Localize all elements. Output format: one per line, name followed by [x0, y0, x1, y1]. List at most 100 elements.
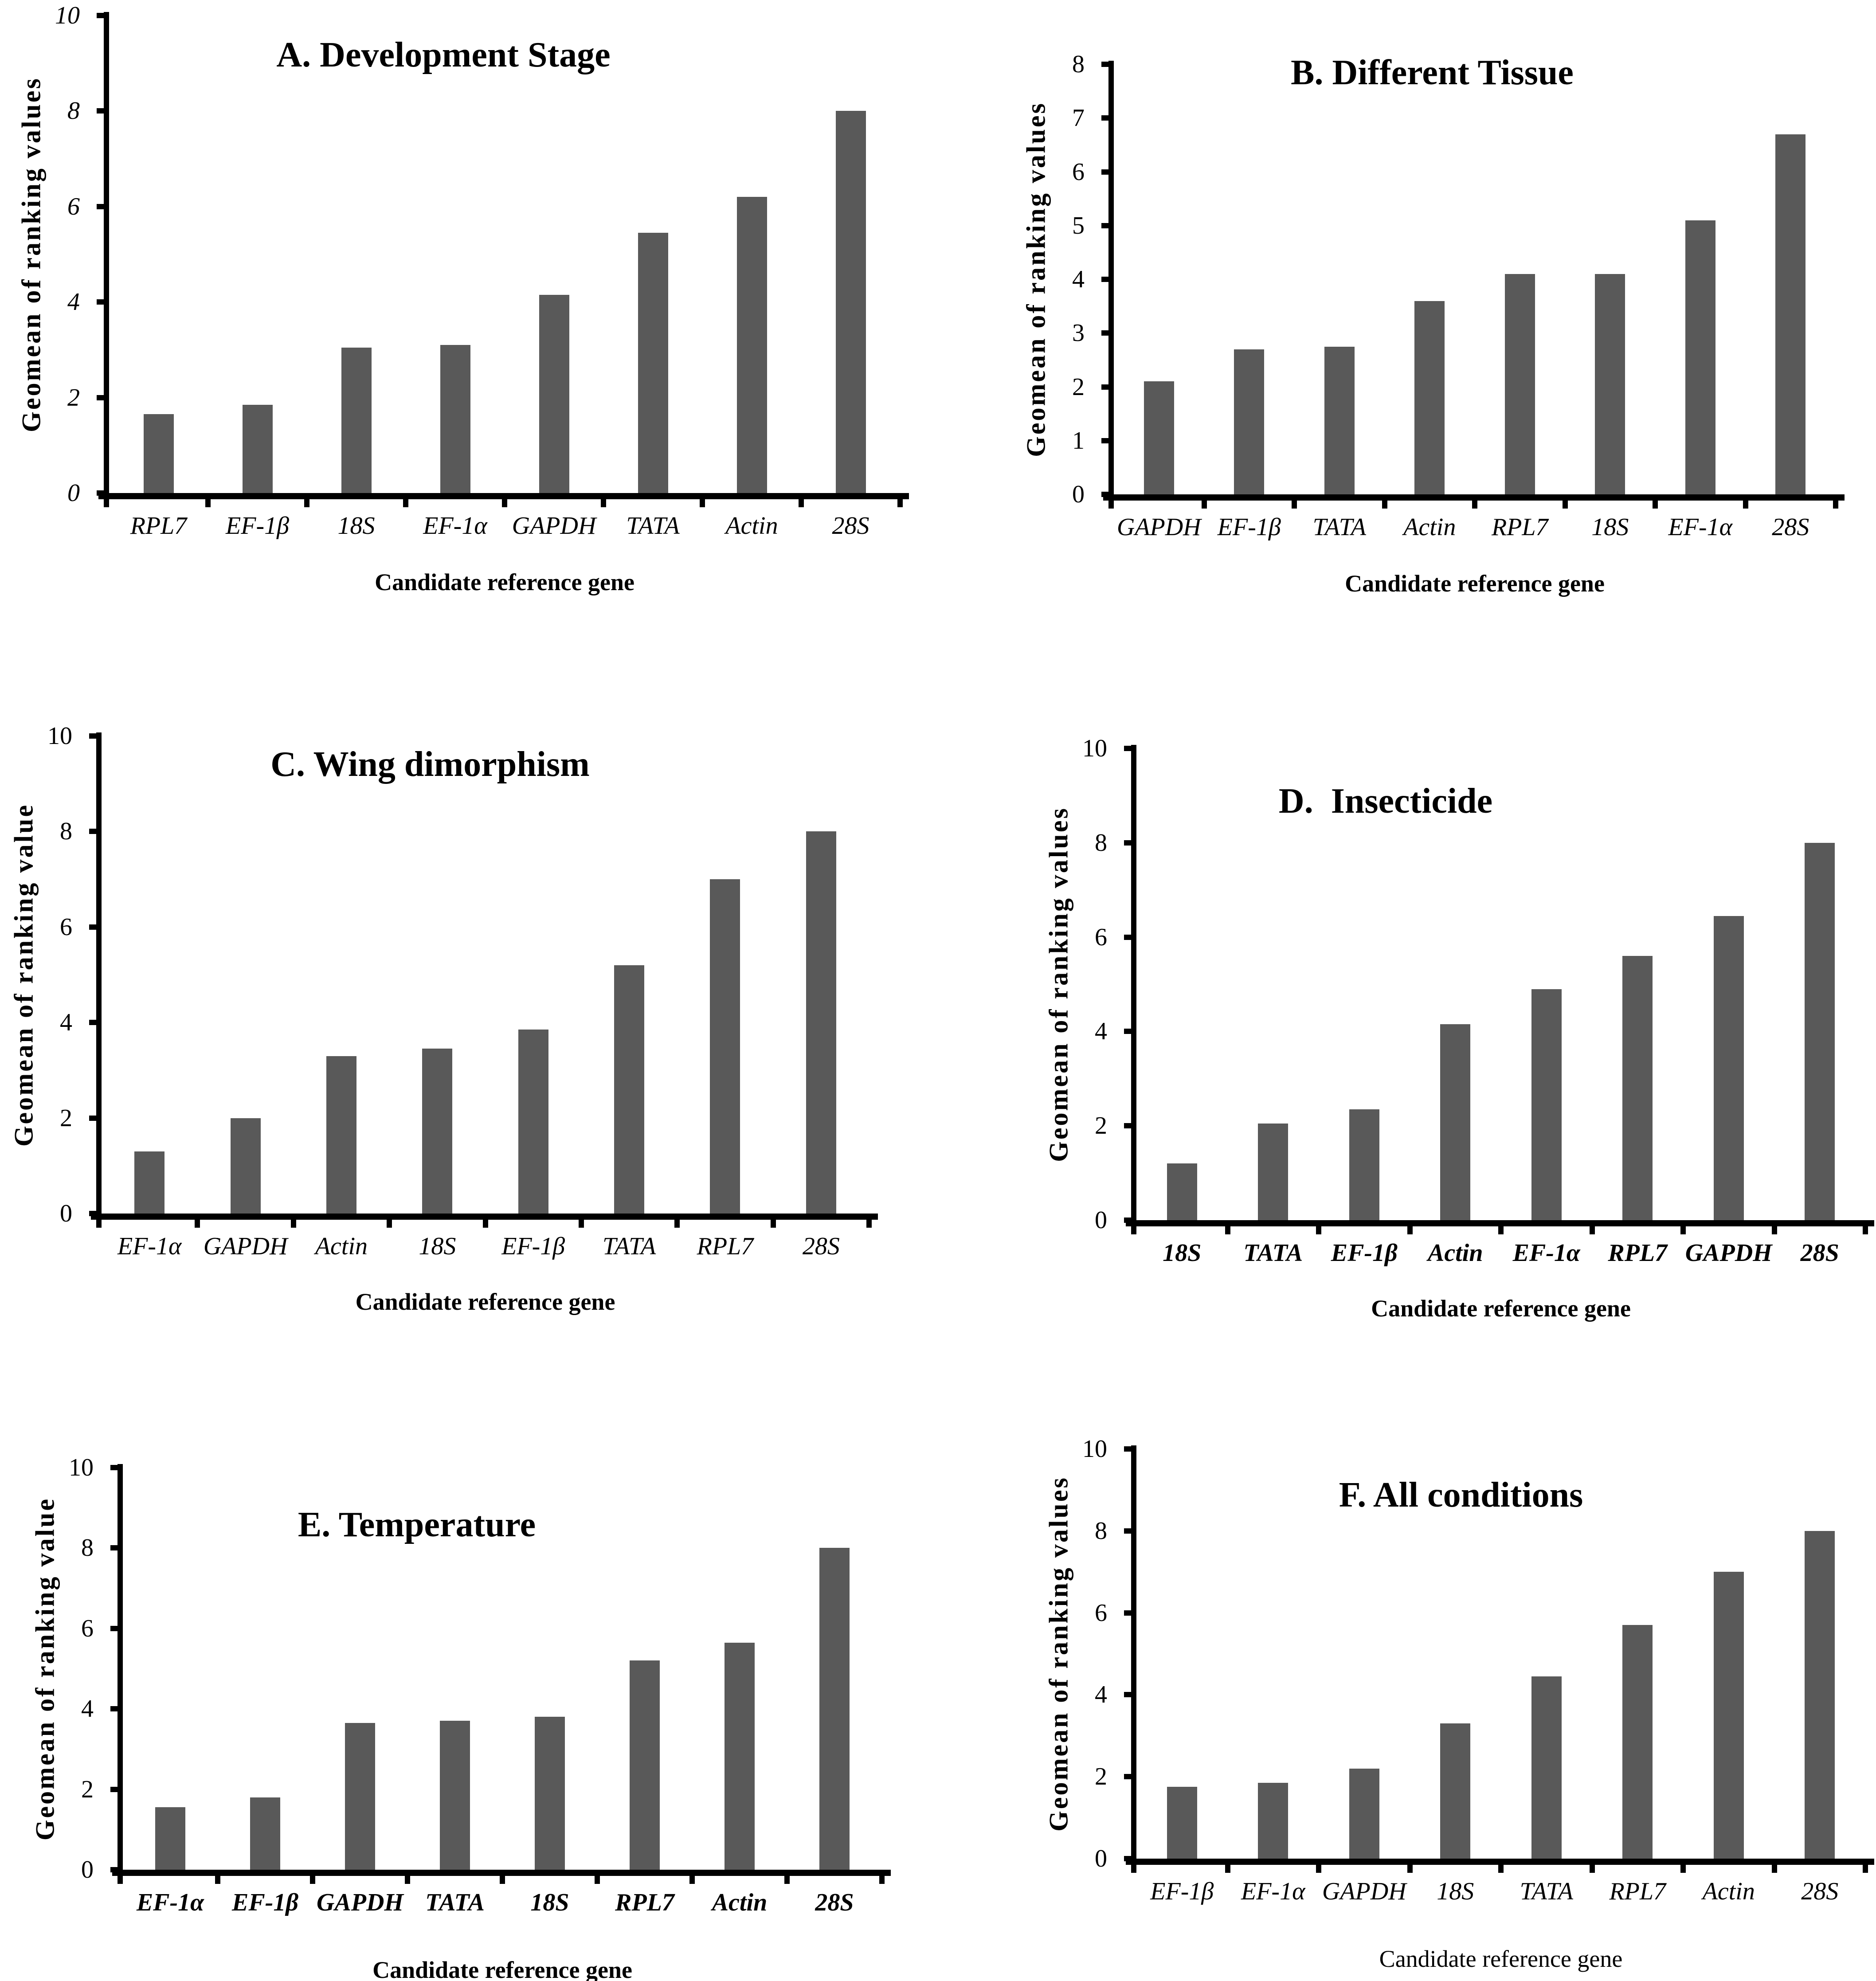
y-tick [1124, 1029, 1131, 1034]
y-axis-title: Geomean of ranking values [16, 76, 46, 432]
x-category-label: RPL7 [1491, 513, 1548, 541]
bar-18S [1595, 274, 1625, 494]
x-category-label: 18S [337, 512, 375, 540]
x-tick [1498, 1226, 1504, 1234]
y-tick [1124, 1692, 1131, 1698]
x-tick [1382, 501, 1387, 509]
y-tick [1124, 840, 1131, 846]
x-tick [1772, 1226, 1777, 1234]
y-tick-label: 1 [1072, 427, 1085, 454]
x-category-label: GAPDH [1116, 513, 1201, 541]
x-tick [304, 499, 309, 507]
bar-GAPDH [230, 1118, 261, 1214]
x-category-label: 28S [1772, 513, 1809, 541]
y-tick-label: 4 [81, 1695, 94, 1723]
x-category-label: 18S [419, 1233, 456, 1260]
y-tick-label: 0 [60, 1200, 72, 1227]
y-tick [97, 490, 104, 496]
x-category-label: Actin [712, 1889, 768, 1916]
x-category-label: GAPDH [1322, 1878, 1406, 1905]
y-tick [89, 924, 96, 930]
y-tick [1124, 746, 1131, 751]
x-category-label: TATA [602, 1233, 656, 1260]
x-category-label: EF-1α [117, 1233, 182, 1260]
x-category-label: TATA [1243, 1239, 1303, 1267]
bar-EF-1α [134, 1151, 165, 1214]
x-category-label: RPL7 [697, 1233, 754, 1260]
x-tick [483, 1220, 488, 1228]
y-tick-label: 10 [1082, 1435, 1107, 1463]
bar-RPL7 [1622, 956, 1653, 1220]
bar-Actin [736, 197, 767, 493]
y-tick-label: 8 [81, 1534, 94, 1562]
x-category-label: EF-1β [1217, 513, 1281, 541]
x-tick [1407, 1226, 1413, 1234]
x-axis-title: Candidate reference gene [1379, 1946, 1623, 1972]
y-tick [1124, 1610, 1131, 1616]
y-tick-label: 6 [1095, 1599, 1107, 1627]
chart-title: B. Different Tissue [1291, 53, 1574, 92]
x-category-label: Actin [1428, 1239, 1483, 1267]
x-tick [579, 1220, 584, 1228]
y-tick-label: 0 [1095, 1206, 1107, 1234]
y-tick-label: 6 [81, 1614, 94, 1642]
x-tick [601, 499, 606, 507]
bar-TATA [1258, 1123, 1289, 1220]
y-tick [1124, 1528, 1131, 1534]
chart-title: F. All conditions [1339, 1476, 1583, 1515]
bar-28S [835, 111, 866, 493]
x-category-label: EF-1α [1512, 1239, 1580, 1267]
x-category-label: Actin [315, 1233, 368, 1260]
x-category-label: RPL7 [130, 512, 187, 540]
bar-Actin [725, 1642, 755, 1870]
x-axis-line [1126, 1220, 1874, 1226]
x-tick [215, 1876, 220, 1884]
y-tick [110, 1545, 117, 1551]
x-axis-title: Candidate reference gene [1371, 1295, 1631, 1322]
bar-TATA [1324, 346, 1355, 494]
x-tick [1498, 1865, 1504, 1873]
y-tick [97, 108, 104, 114]
x-tick [205, 499, 211, 507]
x-tick [689, 1876, 695, 1884]
x-category-label: EF-1α [136, 1889, 204, 1916]
y-tick [110, 1867, 117, 1872]
bar-TATA [614, 965, 645, 1214]
x-category-label: GAPDH [203, 1233, 288, 1260]
bar-RPL7 [1504, 274, 1535, 494]
x-tick [291, 1220, 296, 1228]
y-tick-label: 0 [1095, 1845, 1107, 1872]
y-tick [1101, 384, 1108, 390]
y-tick-label: 0 [1072, 481, 1085, 508]
y-tick [1124, 1218, 1131, 1223]
bar-EF-1β [1349, 1109, 1379, 1220]
y-tick [1101, 438, 1108, 443]
x-tick [387, 1220, 392, 1228]
bar-28S [1775, 134, 1806, 494]
x-tick [700, 499, 705, 507]
y-tick-label: 10 [69, 1454, 94, 1481]
bar-Actin [326, 1056, 356, 1214]
x-category-label: EF-1α [1241, 1878, 1305, 1905]
x-tick [104, 499, 109, 507]
y-tick [1124, 1856, 1131, 1861]
bar-EF-1β [242, 404, 273, 493]
x-tick [502, 499, 507, 507]
y-tick [97, 13, 104, 18]
x-tick [1743, 501, 1748, 509]
y-tick [1124, 1446, 1131, 1452]
x-tick [879, 1876, 885, 1884]
x-tick [1653, 501, 1658, 509]
y-tick-label: 2 [60, 1104, 72, 1132]
x-tick [403, 499, 408, 507]
bar-18S [1440, 1723, 1471, 1859]
y-axis-line [104, 12, 109, 499]
x-axis-title: Candidate reference gene [355, 1288, 615, 1315]
y-tick [1101, 115, 1108, 121]
y-tick-label: 6 [60, 913, 72, 941]
x-tick [1108, 501, 1114, 509]
x-category-label: GAPDH [512, 512, 596, 540]
y-tick-label: 8 [1095, 1517, 1107, 1545]
y-tick-label: 6 [67, 192, 80, 220]
y-tick [1124, 1123, 1131, 1129]
